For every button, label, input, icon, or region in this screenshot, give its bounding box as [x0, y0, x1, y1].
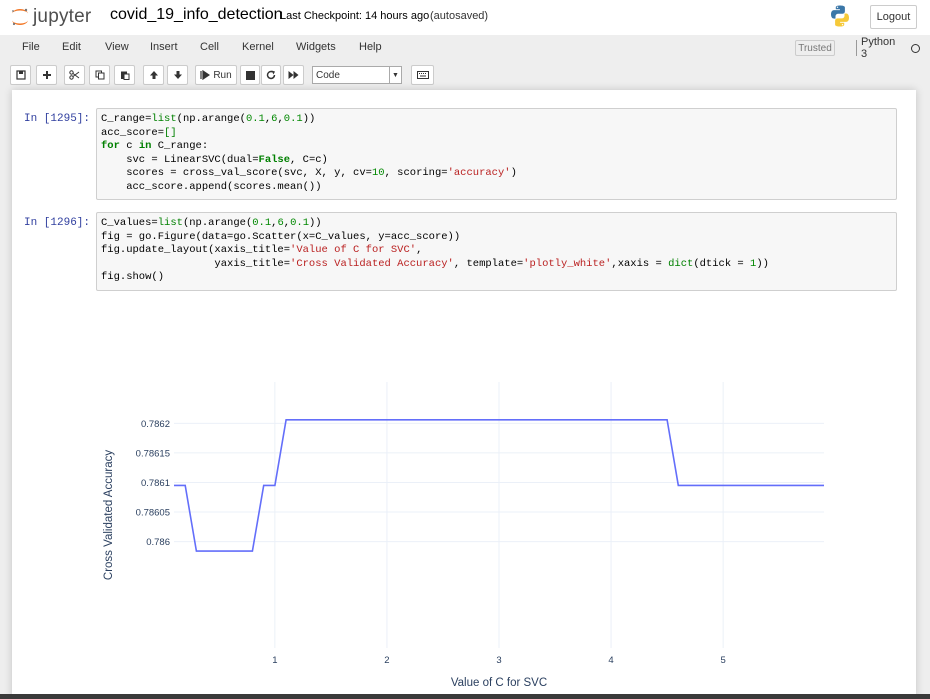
run-button[interactable]: Run	[195, 65, 237, 85]
menubar: File Edit View Insert Cell Kernel Widget…	[10, 36, 920, 60]
logout-button[interactable]: Logout	[870, 5, 917, 29]
notebook-name[interactable]: covid_19_info_detection	[110, 6, 283, 23]
restart-button[interactable]	[261, 65, 281, 85]
move-down-button[interactable]	[167, 65, 188, 85]
code-line: fig.show()	[101, 271, 165, 283]
logo-text: jupyter	[33, 6, 92, 27]
code-line: scores = cross_val_score(svc, X, y, cv=1…	[101, 167, 517, 179]
copy-icon	[95, 70, 104, 80]
notebook-container: In [1295]: C_range=list(np.arange(0.1,6,…	[12, 90, 916, 699]
code-line: svc = LinearSVC(dual=False, C=c)	[101, 153, 328, 166]
keyboard-icon	[416, 71, 429, 79]
kernel-indicator: Python 3	[856, 36, 920, 60]
x-axis-title: Value of C for SVC	[451, 677, 547, 689]
x-tick-label: 2	[384, 655, 389, 666]
trusted-indicator[interactable]: Trusted	[795, 40, 835, 56]
restart-run-all-button[interactable]	[283, 65, 304, 85]
save-button[interactable]	[10, 65, 31, 85]
python-logo-icon	[831, 5, 849, 27]
y-tick-label: 0.7862	[141, 419, 170, 430]
code-line: C_values=list(np.arange(0.1,6,0.1))	[101, 217, 322, 229]
menu-kernel[interactable]: Kernel	[242, 41, 274, 53]
menu-cell[interactable]: Cell	[200, 41, 219, 53]
x-tick-label: 5	[720, 655, 725, 666]
taskbar-strip	[0, 694, 930, 699]
code-line: yaxis_title='Cross Validated Accuracy', …	[101, 257, 769, 270]
menu-file[interactable]: File	[22, 41, 40, 53]
toolbar: Run Code ▼	[10, 64, 920, 88]
paste-button[interactable]	[114, 65, 135, 85]
menu-view[interactable]: View	[105, 41, 129, 53]
code-line: C_range=list(np.arange(0.1,6,0.1))	[101, 113, 316, 125]
kernel-idle-icon	[911, 43, 920, 53]
cell-type-select[interactable]: Code ▼	[312, 66, 402, 84]
move-up-button[interactable]	[143, 65, 164, 85]
cell-type-value: Code	[316, 69, 340, 81]
menu-help[interactable]: Help	[359, 41, 382, 53]
code-line: fig = go.Figure(data=go.Scatter(x=C_valu…	[101, 230, 461, 243]
y-tick-label: 0.786	[146, 537, 170, 548]
fast-forward-icon	[288, 71, 299, 79]
menu-insert[interactable]: Insert	[150, 41, 178, 53]
copy-button[interactable]	[89, 65, 110, 85]
chevron-down-icon: ▼	[389, 67, 401, 83]
x-tick-label: 4	[608, 655, 613, 666]
y-tick-label: 0.78615	[136, 448, 170, 459]
plus-icon	[42, 71, 51, 79]
stop-icon	[245, 70, 255, 80]
run-label: Run	[213, 69, 232, 81]
code-line: acc_score.append(scores.mean())	[101, 180, 322, 193]
scissors-icon	[69, 70, 80, 80]
code-line: for c in C_range:	[101, 140, 209, 152]
accuracy-line-chart[interactable]: 0.786 0.78605 0.7861 0.78615 0.7862 1 2 3 4 5 Valu…	[12, 90, 916, 699]
code-line: fig.update_layout(xaxis_title='Value of …	[101, 244, 423, 256]
autosave-status: (autosaved)	[430, 10, 489, 22]
jupyter-logo[interactable]: jupyter	[10, 5, 91, 29]
code-cell[interactable]: C_range=list(np.arange(0.1,6,0.1)) acc_sc…	[96, 108, 897, 200]
restart-icon	[266, 70, 276, 80]
code-line: acc_score=[]	[101, 126, 177, 139]
x-tick-label: 1	[272, 655, 277, 666]
checkpoint-status: Last Checkpoint: 14 hours ago	[280, 10, 430, 22]
arrow-down-icon	[173, 71, 182, 79]
interrupt-button[interactable]	[240, 65, 260, 85]
arrow-up-icon	[149, 71, 158, 79]
paste-icon	[120, 71, 129, 80]
menu-edit[interactable]: Edit	[62, 41, 81, 53]
jupyter-logo-icon	[12, 8, 28, 26]
command-palette-button[interactable]	[411, 65, 434, 85]
cell-prompt: In [1296]:	[24, 217, 91, 229]
y-tick-label: 0.78605	[136, 508, 170, 519]
cut-button[interactable]	[64, 65, 85, 85]
code-cell[interactable]: C_values=list(np.arange(0.1,6,0.1)) fig =…	[96, 212, 897, 291]
y-axis-title: Cross Validated Accuracy	[103, 450, 115, 580]
run-icon	[200, 70, 211, 80]
cell-prompt: In [1295]:	[24, 113, 91, 125]
kernel-name: Python 3	[861, 36, 896, 60]
save-icon	[15, 70, 26, 80]
insert-cell-button[interactable]	[36, 65, 57, 85]
x-tick-label: 3	[496, 655, 501, 666]
menu-widgets[interactable]: Widgets	[296, 41, 336, 53]
y-tick-label: 0.7861	[141, 478, 170, 489]
header: jupyter covid_19_info_detection Last Che…	[0, 0, 930, 35]
